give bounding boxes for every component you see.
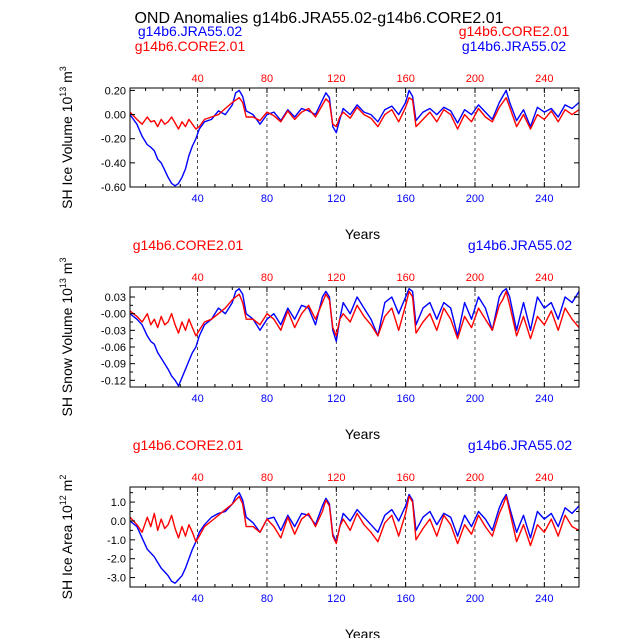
x-tick-label-top: 160	[396, 73, 414, 85]
chart-panel-snow-volume: 0.03 -0.00 -0.03 -0.06 -0.09 -0.12 40 80 120 160 2…	[58, 237, 580, 442]
legend-left: g14b6.CORE2.01	[133, 437, 244, 453]
y-tick-label: 0.0	[111, 516, 126, 528]
x-tick-label-bottom: 160	[396, 393, 414, 405]
chart-panel-ice-volume: 0.20 0.00 -0.20 -0.40 -0.60 40 80 120 160 200 240 4…	[58, 23, 580, 242]
y-tick-label: -0.20	[101, 134, 126, 146]
x-tick-label-bottom: 80	[261, 593, 273, 605]
x-tick-label-top: 120	[327, 73, 345, 85]
plot-frame	[129, 486, 580, 588]
x-axis-label: Years	[345, 626, 380, 638]
y-tick-label: -0.03	[101, 325, 126, 337]
x-tick-label-bottom: 40	[191, 393, 203, 405]
x-tick-label-top: 80	[261, 73, 273, 85]
y-tick-label: 0.20	[105, 85, 126, 97]
legend-left: g14b6.CORE2.01	[133, 237, 244, 253]
x-tick-label-bottom: 240	[535, 193, 553, 205]
y-tick-label: -0.12	[101, 375, 126, 387]
y-tick-label: -0.09	[101, 359, 126, 371]
series-line-core2	[130, 495, 579, 547]
x-tick-label-bottom: 80	[261, 193, 273, 205]
plot-frame	[129, 286, 580, 388]
y-axis-label: SH Snow Volume 1013 m3	[58, 258, 75, 417]
legend-left-top: g14b6.JRA55.02	[138, 23, 243, 39]
y-tick-label: -3.0	[107, 573, 126, 585]
x-tick-label-top: 200	[466, 272, 484, 284]
chart-panels: 0.20 0.00 -0.20 -0.40 -0.60 40 80 120 160 200 240 4…	[58, 23, 580, 638]
x-tick-label-top: 120	[327, 472, 345, 484]
x-axis-label: Years	[345, 226, 380, 242]
x-tick-label-bottom: 160	[396, 593, 414, 605]
legend-right-top: g14b6.CORE2.01	[459, 23, 570, 39]
chart-panel-ice-area: 1.0 0.0 -1.0 -2.0 -3.0 40 80 120 160 200 240 40 80 12…	[58, 437, 580, 638]
series-group	[130, 89, 579, 187]
x-tick-label-top: 40	[191, 272, 203, 284]
x-tick-label-top: 160	[396, 272, 414, 284]
y-tick-label: 1.0	[111, 497, 126, 509]
y-tick-label: -0.60	[101, 182, 126, 194]
legend-right: g14b6.JRA55.02	[468, 237, 573, 253]
legend-left-bottom: g14b6.CORE2.01	[135, 38, 246, 54]
x-tick-label-top: 160	[396, 472, 414, 484]
y-tick-label: 0.03	[105, 292, 126, 304]
series-line-core2	[130, 96, 579, 130]
y-axis-label: SH Ice Area 1012 m2	[58, 475, 75, 600]
x-tick-label-top: 40	[191, 73, 203, 85]
x-tick-label-bottom: 200	[466, 193, 484, 205]
x-tick-label-bottom: 120	[327, 393, 345, 405]
x-axis-label: Years	[345, 426, 380, 442]
x-tick-label-top: 80	[261, 472, 273, 484]
x-tick-label-bottom: 40	[191, 193, 203, 205]
x-tick-label-bottom: 240	[535, 393, 553, 405]
legend-right-bottom: g14b6.JRA55.02	[462, 38, 567, 54]
series-group	[130, 492, 579, 584]
x-tick-label-bottom: 240	[535, 593, 553, 605]
x-tick-label-top: 240	[535, 472, 553, 484]
y-tick-label: 0.00	[105, 110, 126, 122]
series-group	[130, 288, 579, 387]
x-tick-label-bottom: 40	[191, 593, 203, 605]
x-tick-label-top: 240	[535, 73, 553, 85]
y-tick-label: -0.00	[101, 309, 126, 321]
x-tick-label-top: 40	[191, 472, 203, 484]
y-tick-label: -2.0	[107, 554, 126, 566]
figure-title: OND Anomalies g14b6.JRA55.02-g14b6.CORE2…	[134, 10, 503, 27]
x-tick-label-top: 240	[535, 272, 553, 284]
y-tick-label: -0.40	[101, 158, 126, 170]
x-tick-label-bottom: 120	[327, 193, 345, 205]
y-axis-label: SH Ice Volume 1013 m3	[58, 66, 75, 209]
y-tick-label: -1.0	[107, 535, 126, 547]
plot-frame	[129, 87, 580, 188]
y-tick-label: -0.06	[101, 342, 126, 354]
x-tick-label-top: 200	[466, 472, 484, 484]
legend-right: g14b6.JRA55.02	[468, 437, 573, 453]
x-tick-label-top: 200	[466, 73, 484, 85]
x-tick-label-bottom: 80	[261, 393, 273, 405]
series-line-core2	[130, 290, 579, 340]
x-tick-label-bottom: 200	[466, 593, 484, 605]
x-tick-label-bottom: 120	[327, 593, 345, 605]
x-tick-label-bottom: 200	[466, 393, 484, 405]
x-tick-label-top: 120	[327, 272, 345, 284]
x-tick-label-bottom: 160	[396, 193, 414, 205]
x-tick-label-top: 80	[261, 272, 273, 284]
